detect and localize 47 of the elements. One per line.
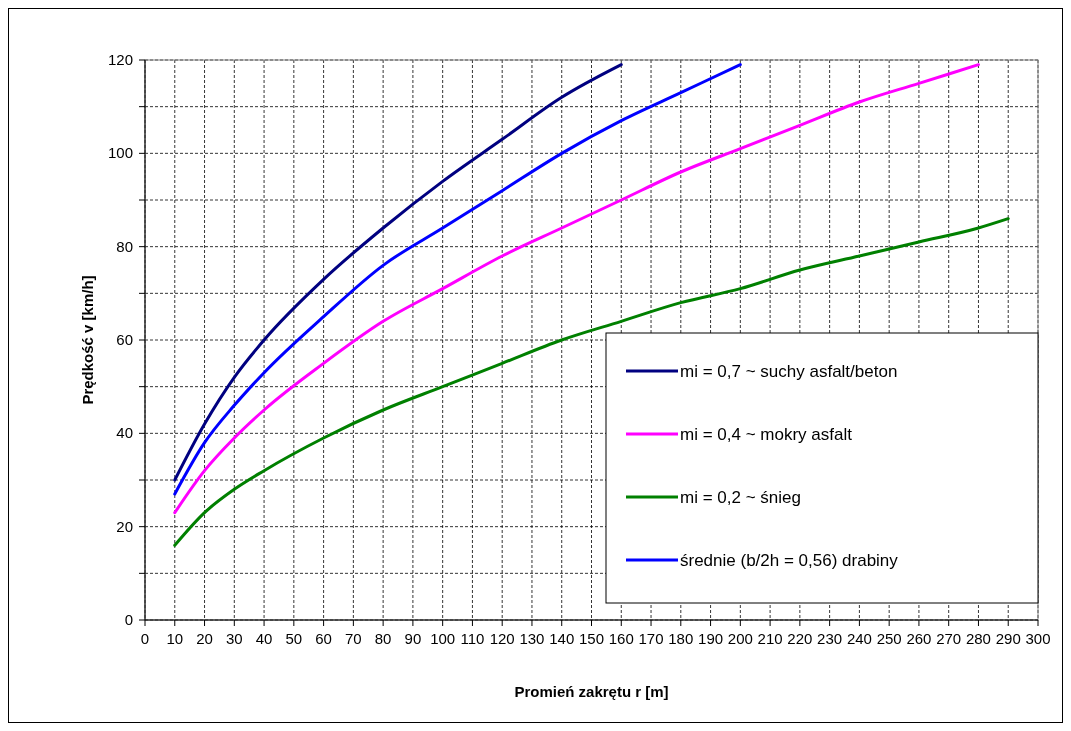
x-tick-label: 30 bbox=[225, 630, 243, 647]
x-tick-label: 260 bbox=[906, 630, 932, 647]
x-tick-label: 10 bbox=[166, 630, 184, 647]
y-tick-label: 0 bbox=[124, 611, 133, 628]
x-tick-label: 210 bbox=[757, 630, 783, 647]
x-tick-label: 60 bbox=[315, 630, 332, 647]
x-tick-label: 0 bbox=[140, 630, 150, 647]
x-tick-label: 140 bbox=[549, 630, 575, 647]
x-tick-label: 90 bbox=[404, 630, 422, 647]
x-tick-label: 100 bbox=[430, 630, 456, 647]
legend-label: mi = 0,4 ~ mokry asfalt bbox=[680, 425, 853, 444]
x-tick-label: 20 bbox=[196, 630, 213, 647]
x-tick-label: 170 bbox=[638, 630, 664, 647]
y-tick-label: 40 bbox=[116, 424, 133, 442]
x-tick-label: 240 bbox=[846, 630, 872, 647]
x-tick-label: 150 bbox=[578, 630, 605, 647]
line-series bbox=[173, 63, 623, 482]
x-tick-label: 280 bbox=[965, 630, 991, 647]
y-axis-title: Prędkość v [km/h] bbox=[79, 275, 96, 405]
y-tick-label: 60 bbox=[116, 331, 133, 348]
x-tick-label: 230 bbox=[817, 630, 843, 647]
x-tick-label: 160 bbox=[608, 630, 634, 647]
x-tick-label: 200 bbox=[727, 630, 753, 647]
x-tick-label: 190 bbox=[698, 630, 724, 647]
x-tick-label: 50 bbox=[285, 630, 303, 647]
line-series bbox=[173, 217, 1010, 547]
x-axis-title: Promień zakrętu r [m] bbox=[514, 683, 669, 700]
x-tick-label: 250 bbox=[876, 630, 902, 647]
x-tick-label: 130 bbox=[519, 630, 545, 647]
x-tick-label: 300 bbox=[1025, 630, 1051, 647]
legend-label: mi = 0,2 ~ śnieg bbox=[680, 488, 801, 507]
legend-label: mi = 0,7 ~ suchy asfalt/beton bbox=[680, 362, 898, 381]
x-tick-label: 270 bbox=[936, 630, 962, 647]
x-tick-label: 110 bbox=[460, 630, 485, 647]
line-series bbox=[173, 63, 980, 515]
x-tick-label: 40 bbox=[255, 630, 273, 647]
y-tick-label: 100 bbox=[107, 144, 133, 162]
legend-label: średnie (b/2h = 0,56) drabiny bbox=[680, 551, 899, 570]
y-tick-label: 80 bbox=[116, 237, 133, 255]
x-tick-label: 220 bbox=[787, 630, 813, 647]
x-tick-label: 120 bbox=[489, 630, 515, 647]
x-tick-label: 180 bbox=[668, 630, 694, 647]
x-tick-label: 80 bbox=[374, 630, 392, 647]
y-tick-label: 20 bbox=[116, 517, 133, 535]
x-tick-label: 290 bbox=[995, 630, 1021, 647]
x-tick-label: 70 bbox=[345, 630, 362, 647]
y-tick-label: 120 bbox=[107, 51, 133, 68]
